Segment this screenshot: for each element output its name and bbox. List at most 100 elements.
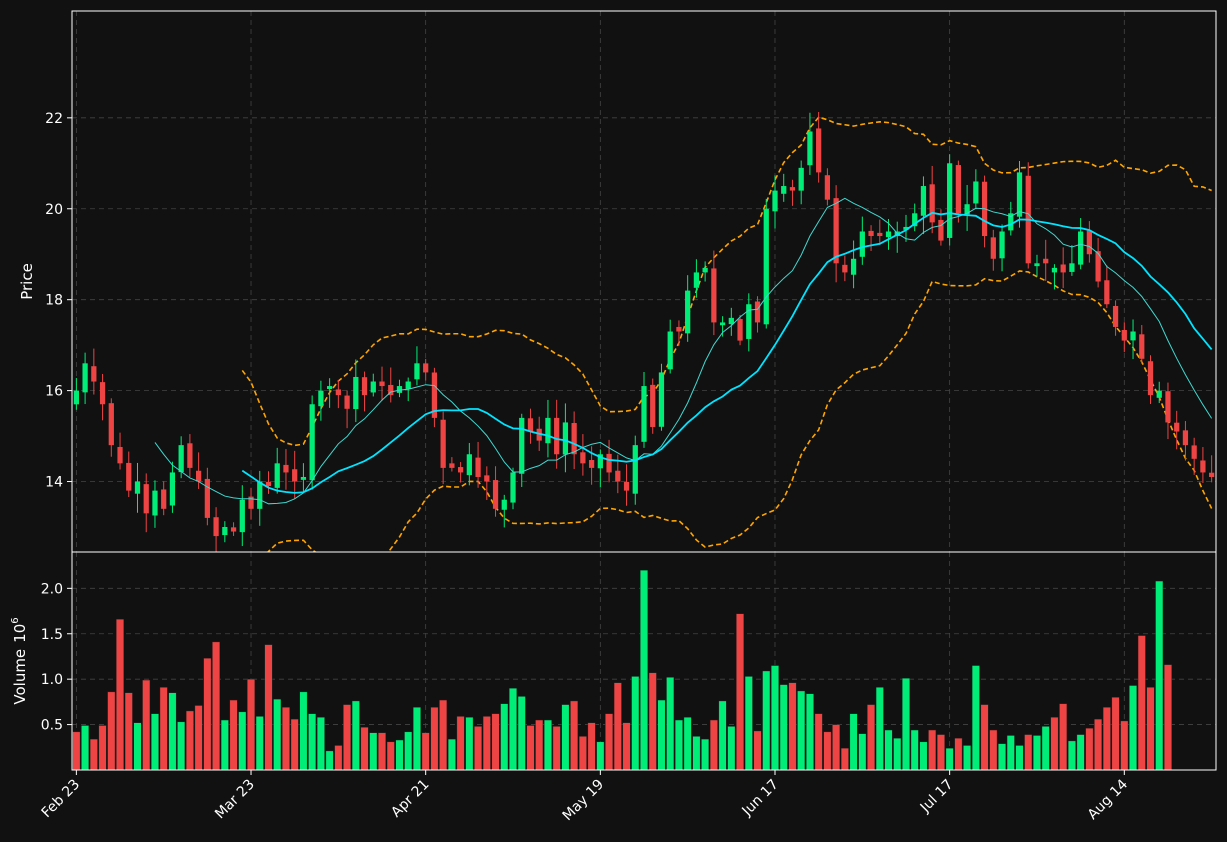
candle-body (248, 496, 254, 509)
volume-bar (937, 734, 945, 771)
candle-body (929, 184, 935, 223)
candle-body (1069, 263, 1075, 272)
price-tick-label: 22 (45, 111, 63, 127)
candle-body (580, 452, 586, 464)
candle-body (754, 301, 761, 323)
candle-body (318, 390, 324, 407)
volume-bar (142, 679, 151, 771)
volume-bar (264, 644, 273, 771)
volume-bar (124, 692, 133, 771)
volume-bar (500, 703, 509, 771)
volume-bar (666, 677, 675, 771)
volume-bar (605, 713, 613, 771)
volume-bar (81, 725, 90, 771)
volume-panel: 0.5 1.0 1.5 2.0 Volume 106 (10, 551, 1217, 771)
volume-bar (762, 670, 771, 771)
volume-bar (1041, 726, 1050, 771)
volume-bar (1094, 718, 1103, 771)
volume-bar (439, 699, 448, 771)
candle-body (885, 231, 892, 238)
candle-body (955, 165, 962, 214)
volume-bar (544, 719, 552, 771)
volume-tick-label: 0.5 (41, 718, 63, 734)
candle-body (807, 131, 813, 166)
volume-bar (299, 691, 308, 771)
volume-bar (89, 738, 98, 771)
volume-bar (683, 717, 692, 771)
candle-body (309, 404, 315, 481)
volume-bar (1120, 720, 1129, 771)
volume-bar (282, 707, 290, 771)
volume-bar (465, 717, 474, 771)
volume-y-ticks: 0.5 1.0 1.5 2.0 (41, 581, 72, 734)
volume-bar (893, 738, 902, 771)
volume-bar (1076, 734, 1085, 771)
candle-body (292, 469, 298, 482)
candle-body (737, 319, 743, 341)
candle-body (431, 372, 438, 418)
volume-bar (430, 707, 439, 771)
volume-bar (945, 748, 954, 771)
volume-bar (526, 725, 535, 771)
candle-body (588, 460, 595, 468)
volume-bar (456, 716, 465, 771)
candle-body (1095, 251, 1101, 282)
volume-bar (875, 687, 884, 771)
volume-bar (980, 704, 989, 771)
volume-bar (378, 732, 386, 771)
price-tick-label: 18 (45, 293, 63, 309)
volume-bar (578, 736, 587, 771)
volume-bar (509, 688, 517, 771)
volume-bar (133, 722, 142, 771)
volume-bar (963, 745, 972, 771)
volume-panel-frame (71, 551, 1217, 771)
volume-bar (832, 724, 841, 771)
candle-body (711, 268, 717, 323)
candle-body (457, 467, 464, 473)
volume-bar (648, 672, 657, 771)
candle-body (789, 187, 796, 191)
candle-body (1139, 334, 1145, 359)
candle-body (143, 484, 149, 514)
candle-body (772, 190, 778, 212)
candle-body (798, 167, 804, 191)
candle-body (510, 472, 516, 503)
candlesticks (73, 112, 1215, 552)
volume-bar (998, 743, 1006, 771)
candle-body (615, 470, 621, 482)
moving-averages (154, 197, 1213, 505)
volume-bar (771, 665, 779, 771)
volume-bar (814, 713, 823, 771)
candle-body (73, 390, 79, 405)
candle-body (650, 384, 656, 427)
candle-body (947, 163, 953, 238)
volume-bar (316, 717, 325, 771)
volume-bar (552, 726, 561, 771)
candle-body (658, 372, 665, 427)
volume-bar (1146, 687, 1155, 771)
upper-band-line (241, 116, 1212, 447)
volume-bar (753, 730, 762, 771)
candle-body (99, 382, 106, 405)
candle-body (388, 384, 394, 396)
candle-body (335, 389, 341, 396)
candle-body (126, 462, 132, 491)
volume-bar (351, 700, 360, 771)
candle-body (1147, 361, 1154, 396)
volume-bar (194, 705, 203, 771)
volume-bar (587, 722, 596, 771)
candle-body (562, 422, 569, 455)
volume-bar (491, 713, 500, 771)
volume-bar (596, 741, 605, 771)
candle-body (1174, 422, 1180, 432)
volume-bar (1137, 635, 1146, 771)
candle-body (623, 481, 630, 491)
volume-bar (902, 678, 910, 771)
fast-moving-average-line (154, 197, 1213, 505)
volume-bar (797, 690, 806, 771)
volume-bar (954, 738, 963, 771)
candle-body (1104, 280, 1110, 305)
volume-bar (185, 710, 194, 771)
volume-bar (482, 716, 491, 771)
candle-body (781, 186, 787, 194)
